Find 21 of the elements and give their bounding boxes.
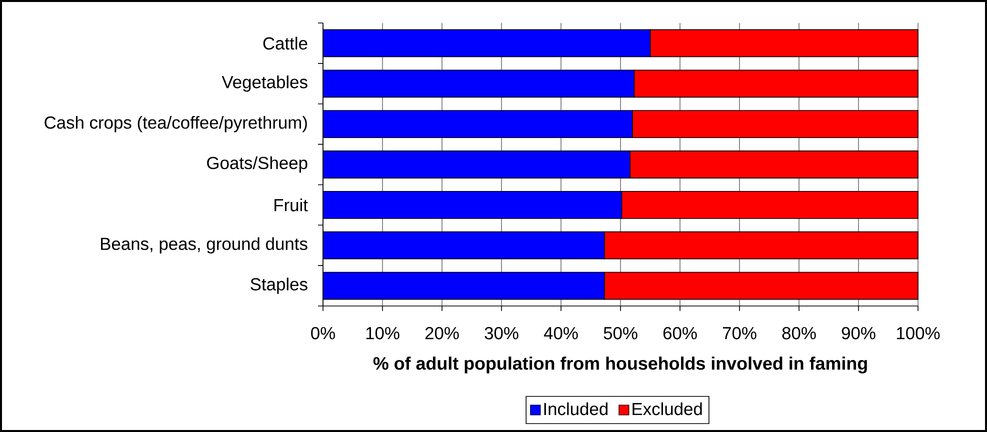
x-tick-label: 70% — [722, 327, 756, 340]
x-tick-label: 10% — [366, 327, 400, 340]
x-axis-title: % of adult population from households involved in faming — [373, 356, 867, 374]
legend-label: Included — [544, 402, 608, 416]
y-tick-label: Fruit — [274, 198, 308, 212]
y-tick-label: Cattle — [263, 36, 308, 50]
x-tick-label: 20% — [425, 327, 459, 340]
y-tick-label: Vegetables — [222, 76, 308, 92]
x-tick-label: 80% — [782, 327, 816, 340]
x-tick-label: 60% — [663, 327, 697, 340]
x-tick-label: 50% — [604, 327, 638, 340]
y-tick-label: Staples — [250, 278, 308, 294]
x-tick-label: 100% — [897, 327, 940, 340]
legend-label: Excluded — [632, 402, 702, 416]
y-tick-label: Beans, peas, ground dunts — [101, 237, 308, 254]
x-tick-label: 0% — [311, 327, 335, 340]
x-tick-label: 90% — [842, 327, 876, 340]
y-tick-label: Cash crops (tea/coffee/pyrethrum) — [44, 116, 307, 132]
x-tick-label: 30% — [484, 327, 518, 340]
x-tick-label: 40% — [544, 327, 578, 340]
y-tick-label: Goats/Sheep — [207, 156, 308, 173]
